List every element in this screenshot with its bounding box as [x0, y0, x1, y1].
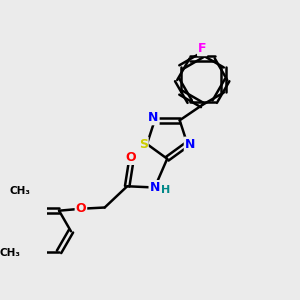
Text: H: H [161, 185, 171, 195]
Text: N: N [148, 111, 159, 124]
Text: O: O [76, 202, 86, 215]
Text: O: O [126, 151, 136, 164]
Text: N: N [149, 181, 160, 194]
Text: N: N [185, 138, 195, 151]
Text: CH₃: CH₃ [0, 248, 20, 258]
Text: CH₃: CH₃ [10, 186, 31, 196]
Text: F: F [198, 42, 206, 55]
Text: S: S [139, 138, 148, 151]
